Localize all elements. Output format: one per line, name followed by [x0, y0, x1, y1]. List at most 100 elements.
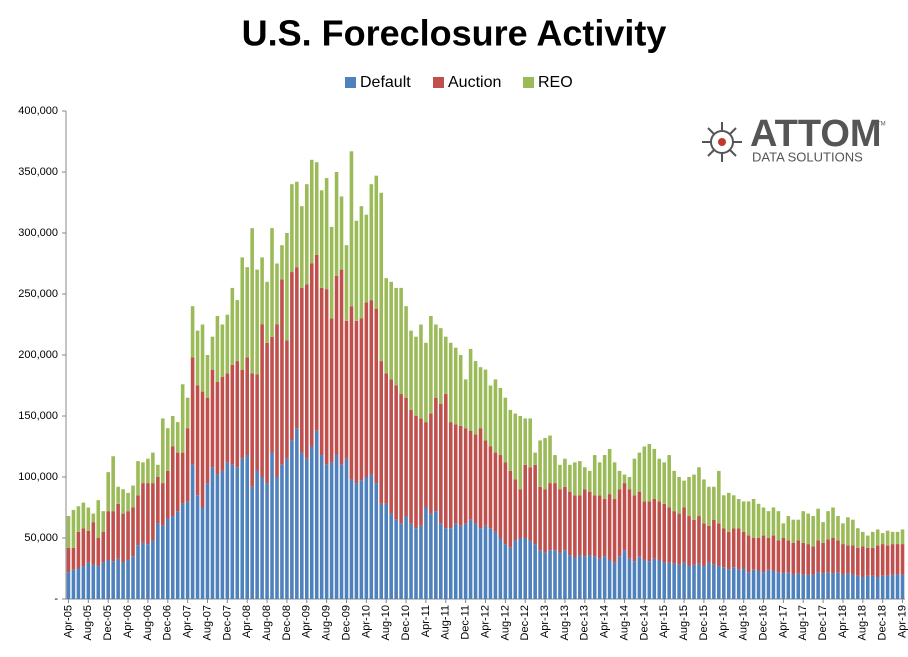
- bar-segment: [781, 573, 786, 599]
- bar-segment: [786, 572, 791, 599]
- bar-segment: [359, 480, 364, 599]
- bar-segment: [215, 315, 220, 382]
- bar-segment: [597, 495, 602, 559]
- bar-segment: [692, 564, 696, 599]
- bar-segment: [578, 555, 582, 599]
- bar-segment: [503, 462, 508, 545]
- bar-segment: [448, 528, 453, 599]
- bar-segment: [71, 547, 76, 570]
- bar-segment: [429, 513, 433, 599]
- bar-segment: [76, 506, 81, 532]
- y-tick-label: 300,000: [18, 227, 58, 239]
- bar-segment: [538, 440, 542, 487]
- x-tick-label: Dec-15: [698, 605, 710, 640]
- bar-segment: [498, 455, 503, 538]
- bar-segment: [195, 495, 200, 599]
- bar-segment: [215, 381, 220, 475]
- bar-segment: [76, 531, 81, 569]
- bar-segment: [781, 523, 786, 538]
- bar-segment: [369, 184, 374, 301]
- legend-swatch: [523, 77, 534, 88]
- bar-segment: [746, 501, 751, 536]
- bar-segment: [354, 483, 359, 599]
- legend-label: Default: [360, 74, 411, 91]
- bar-segment: [632, 458, 637, 496]
- bar-segment: [161, 483, 165, 526]
- bar-segment: [587, 491, 592, 556]
- bar-segment: [612, 462, 617, 499]
- bar-segment: [791, 542, 796, 575]
- bar-segment: [687, 566, 691, 599]
- bar-segment: [836, 572, 840, 599]
- bar-segment: [175, 511, 180, 599]
- bar-segment: [280, 464, 284, 599]
- bar-segment: [592, 556, 597, 599]
- bar-segment: [200, 507, 205, 599]
- bar-segment: [607, 448, 612, 495]
- bar-segment: [200, 324, 205, 392]
- bar-segment: [751, 569, 756, 599]
- bar-segment: [533, 452, 537, 465]
- bar-segment: [285, 458, 289, 599]
- bar-segment: [563, 486, 567, 551]
- bar-segment: [136, 545, 140, 599]
- logo-mark: TM: [877, 122, 886, 128]
- x-tick-label: Aug-15: [678, 605, 690, 640]
- bar-segment: [875, 577, 880, 599]
- bar-segment: [66, 572, 71, 599]
- bar-segment: [180, 503, 185, 599]
- bar-segment: [875, 529, 880, 546]
- bar-segment: [468, 348, 473, 431]
- bar-segment: [895, 574, 900, 599]
- bar-segment: [538, 550, 542, 599]
- x-tick-label: Apr-06: [122, 605, 134, 638]
- bar-segment: [543, 552, 547, 599]
- bar-segment: [801, 542, 806, 575]
- bar-segment: [414, 528, 418, 599]
- bar-segment: [250, 373, 254, 487]
- bar-segment: [260, 257, 264, 325]
- bar-segment: [652, 448, 657, 499]
- bar-segment: [384, 278, 388, 374]
- y-tick-label: 50,000: [24, 532, 58, 544]
- bar-segment: [523, 538, 528, 599]
- bar-segment: [225, 314, 230, 374]
- bar-segment: [260, 324, 264, 477]
- bar-segment: [697, 563, 701, 599]
- bar-segment: [429, 413, 433, 514]
- bar-segment: [667, 507, 671, 563]
- bar-segment: [707, 486, 711, 526]
- bar-segment: [453, 523, 458, 599]
- bar-segment: [548, 435, 552, 484]
- bar-segment: [528, 467, 532, 541]
- bar-segment: [587, 470, 592, 492]
- bar-segment: [632, 495, 637, 562]
- bar-segment: [434, 511, 438, 599]
- bar-segment: [389, 513, 393, 599]
- bar-segment: [280, 279, 284, 465]
- bar-segment: [111, 561, 115, 599]
- bar-segment: [672, 563, 676, 599]
- bar-segment: [151, 452, 155, 484]
- bar-segment: [295, 267, 299, 429]
- bar-segment: [175, 452, 180, 512]
- bar-segment: [826, 572, 830, 599]
- bar-segment: [101, 562, 106, 599]
- bar-segment: [836, 516, 840, 541]
- bar-segment: [205, 397, 210, 484]
- bar-segment: [513, 413, 518, 480]
- bar-segment: [568, 555, 572, 599]
- bar-segment: [443, 394, 448, 529]
- bar-segment: [841, 523, 845, 545]
- x-tick-label: Dec-17: [817, 605, 829, 640]
- bar-segment: [374, 175, 379, 309]
- bar-segment: [617, 489, 622, 557]
- bar-segment: [165, 518, 170, 599]
- bar-segment: [548, 483, 552, 551]
- bar-segment: [309, 446, 314, 599]
- bar-segment: [602, 498, 607, 557]
- bar-segment: [766, 569, 771, 599]
- bar-segment: [826, 539, 830, 573]
- bar-segment: [453, 347, 458, 425]
